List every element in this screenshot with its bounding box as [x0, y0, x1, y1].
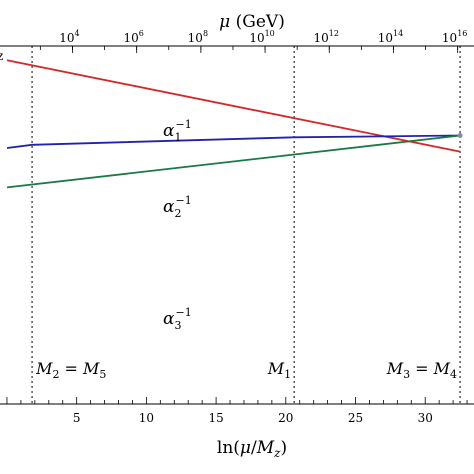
x-axis-title: ln(μ/Mz) — [217, 438, 287, 460]
bottom-ticks: 5 10 15 20 25 30 — [6, 397, 468, 425]
top-tick-label: 106 — [123, 29, 143, 45]
top-tick-label: 108 — [188, 29, 208, 45]
top-ticks: 104 106 108 1010 1012 1014 1016 — [39, 29, 467, 53]
unification-point — [457, 133, 463, 138]
threshold-lines: M2 = M5 M1 M3 = M4 — [31, 46, 461, 404]
series-labels: α1−1 α2−1 α3−1 — [163, 118, 192, 332]
top-tick-label: 1016 — [442, 29, 467, 45]
bottom-tick-label: 10 — [139, 411, 154, 425]
top-tick-label: 104 — [59, 29, 79, 45]
top-axis-title: μ (GeV) — [219, 12, 285, 32]
bottom-tick-label: 15 — [208, 411, 223, 425]
series-label-alpha3: α3−1 — [163, 306, 192, 332]
coupling-series — [6, 59, 463, 189]
threshold-label: M1 — [267, 359, 291, 381]
bottom-tick-label: 20 — [278, 411, 293, 425]
series-line-alpha3 — [6, 134, 461, 189]
top-tick-label: 1014 — [378, 29, 403, 45]
top-tick-label: 1012 — [314, 29, 339, 45]
top-tick-label: 1010 — [249, 29, 274, 45]
threshold-label: M2 = M5 — [35, 359, 106, 381]
bottom-tick-label: 30 — [418, 411, 433, 425]
edge-fragment: z — [0, 49, 3, 63]
threshold-label: M3 = M4 — [386, 359, 457, 381]
series-line-alpha1 — [6, 59, 461, 153]
series-label-alpha2: α2−1 — [163, 194, 192, 220]
series-line-alpha2 — [6, 134, 461, 149]
bottom-tick-label: 25 — [348, 411, 363, 425]
series-label-alpha1: α1−1 — [163, 118, 192, 144]
bottom-tick-label: 5 — [73, 411, 81, 425]
